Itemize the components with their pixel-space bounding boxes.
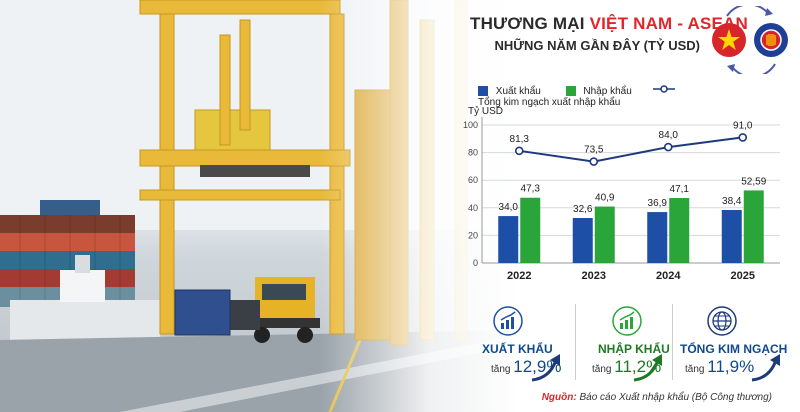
stat-export-name: XUẤT KHẨU [482,342,553,356]
bar-export-label: 34,0 [499,202,519,213]
total-point [514,146,524,156]
bar-import [594,206,615,263]
export-up-arrow-icon [531,354,560,382]
bar-export [572,218,593,263]
y-tick-label: 80 [468,148,478,158]
legend-import-label: Nhập khẩu [583,85,632,97]
legend-swatch-total [652,85,675,93]
total-point-label: 81,3 [510,134,530,145]
title-prefix: THƯƠNG MẠI [470,14,585,33]
chart-subtitle: NHỮNG NĂM GẦN ĐÂY (TỶ USD) [494,38,700,53]
vietnam-asean-flags-icon [712,6,788,74]
export-bar-chart-up-icon [493,306,523,336]
total-point [738,133,748,142]
bar-import-label: 40,9 [595,193,615,204]
bar-export [498,216,519,263]
y-tick-label: 100 [463,120,478,130]
stat-divider [672,304,673,380]
truck [215,277,320,343]
total-point-label: 84,0 [659,130,679,141]
bar-import-label: 52,59 [741,176,766,187]
x-tick-label: 2024 [656,270,681,282]
stat-import-prefix: tăng [592,364,612,375]
asean-flag-icon [754,23,788,57]
bar-export [647,212,668,263]
total-up-arrow-icon [751,354,780,382]
bar-export [721,210,742,263]
source-text: Báo cáo Xuất nhập khẩu (Bộ Công thương) [579,392,772,403]
stat-import-percent: 11,2% [614,357,662,376]
bar-import [743,190,764,263]
chart-legend: Xuất khẩu Nhập khẩu Tổng kim ngạch xuất … [478,84,800,108]
vietnam-flag-icon [712,23,746,57]
bar-import-label: 47,1 [670,184,690,195]
x-tick-label: 2022 [507,270,531,282]
ship [10,255,160,340]
legend-swatch-import [565,86,576,97]
y-tick-label: 20 [468,230,478,240]
photo-fade [320,0,520,412]
stat-export-prefix: tăng [491,364,511,375]
legend-total-label: Tổng kim ngạch xuất nhập khẩu [478,97,621,108]
bar-export-label: 32,6 [573,204,593,215]
bar-export-label: 38,4 [722,196,742,207]
y-tick-label: 40 [468,203,478,213]
legend-export-label: Xuất khẩu [495,85,541,97]
title-highlight: VIỆT NAM - ASEAN [589,14,749,33]
bar-import-label: 47,3 [521,184,541,195]
stat-total-value: tăng 11,9% [685,357,754,377]
globe-icon [707,306,737,336]
total-point-label: 91,0 [733,120,753,131]
legend-swatch-export [478,86,488,97]
bar-import [520,197,541,263]
x-tick-label: 2023 [582,270,606,282]
x-tick-label: 2025 [731,270,755,282]
total-point [663,142,673,152]
stat-import-name: NHẬP KHẨU [598,342,670,356]
import-up-arrow-icon [633,354,662,382]
y-tick-label: 60 [468,175,478,185]
source-label: Nguồn: [541,392,577,403]
bar-export-label: 36,9 [648,198,668,209]
bar-import [669,198,690,263]
stat-total-name: TỔNG KIM NGẠCH [680,342,788,356]
port-photo [0,0,520,412]
stat-divider [575,304,576,380]
total-point [589,157,599,166]
stat-total-percent: 11,9% [707,357,755,376]
stat-import-value: tăng 11,2% [592,357,661,377]
trade-chart: Tỷ USD 0 20 40 60 80 100 34,047,3 32,640,9 36,9… [463,105,780,282]
y-tick-label: 0 [473,258,478,268]
source-note: Nguồn: Báo cáo Xuất nhập khẩu (Bộ Công t… [542,392,772,403]
import-bar-chart-up-icon [612,306,642,336]
total-line [519,136,743,163]
chart-title: THƯƠNG MẠI VIỆT NAM - ASEAN [470,14,748,34]
stat-total-prefix: tăng [685,364,705,375]
total-point-label: 73,5 [584,145,604,156]
y-axis-label: Tỷ USD [468,105,503,117]
